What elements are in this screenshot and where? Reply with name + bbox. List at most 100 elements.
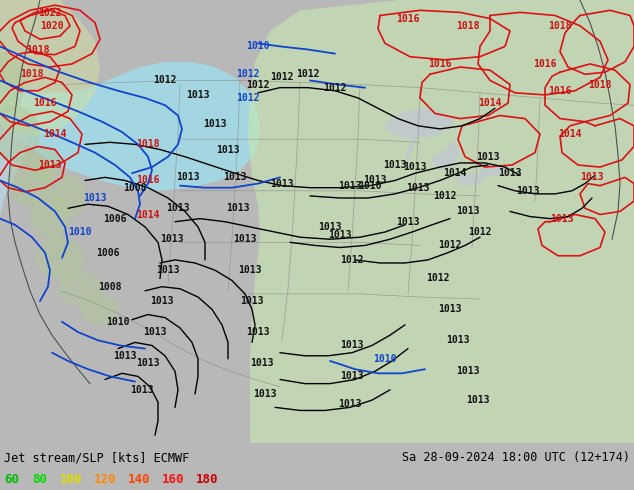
Text: 1013: 1013 — [403, 162, 427, 172]
Text: 1013: 1013 — [130, 385, 154, 395]
Text: 1013: 1013 — [363, 175, 387, 186]
Text: 1018: 1018 — [548, 21, 572, 31]
Text: 1013: 1013 — [550, 214, 574, 223]
Text: 1013: 1013 — [166, 203, 190, 213]
Text: 1012: 1012 — [236, 93, 260, 103]
Text: 1012: 1012 — [246, 79, 269, 90]
Text: 160: 160 — [162, 473, 184, 487]
Text: 1012: 1012 — [438, 241, 462, 250]
Text: 1022: 1022 — [38, 8, 61, 19]
Text: 1013: 1013 — [156, 265, 180, 275]
Text: 1013: 1013 — [253, 389, 277, 399]
Text: 1016: 1016 — [396, 14, 420, 24]
Text: 1010: 1010 — [68, 227, 92, 237]
Text: 1006: 1006 — [103, 214, 127, 223]
Text: 1016: 1016 — [548, 86, 572, 96]
Text: 1010: 1010 — [373, 354, 397, 364]
Text: 1012: 1012 — [153, 75, 177, 85]
Text: 1013: 1013 — [340, 371, 364, 381]
Text: 1016: 1016 — [136, 175, 160, 186]
Text: 1016: 1016 — [533, 59, 557, 69]
Text: 1018: 1018 — [588, 79, 612, 90]
Text: 1018: 1018 — [456, 21, 480, 31]
Text: 1013: 1013 — [223, 172, 247, 182]
Polygon shape — [0, 0, 260, 191]
Text: 1010: 1010 — [107, 317, 130, 327]
Text: 1006: 1006 — [96, 247, 120, 258]
Text: Jet stream/SLP [kts] ECMWF: Jet stream/SLP [kts] ECMWF — [4, 451, 190, 464]
Text: 1013: 1013 — [406, 183, 430, 193]
Text: 1013: 1013 — [226, 203, 250, 213]
Text: 1018: 1018 — [136, 139, 160, 149]
Text: 1013: 1013 — [498, 168, 522, 178]
Text: 1013: 1013 — [176, 172, 200, 182]
Text: 1016: 1016 — [33, 98, 57, 108]
Text: 1013: 1013 — [238, 265, 262, 275]
Text: 1012: 1012 — [270, 73, 294, 82]
Polygon shape — [480, 165, 505, 177]
Text: 1020: 1020 — [40, 21, 64, 31]
Text: 1013: 1013 — [446, 335, 470, 345]
Text: 1013: 1013 — [246, 327, 269, 337]
Text: 1013: 1013 — [339, 399, 362, 409]
Text: 1012: 1012 — [236, 69, 260, 79]
Text: 1012: 1012 — [296, 69, 320, 79]
Text: 1013: 1013 — [438, 304, 462, 315]
Ellipse shape — [0, 51, 25, 114]
Text: 1013: 1013 — [204, 119, 227, 129]
Polygon shape — [0, 0, 30, 443]
Text: 1013: 1013 — [396, 217, 420, 227]
Polygon shape — [248, 0, 634, 443]
Text: 1013: 1013 — [383, 160, 407, 170]
Text: 1013: 1013 — [318, 222, 342, 232]
Ellipse shape — [8, 155, 53, 206]
Text: 1013: 1013 — [143, 327, 167, 337]
Text: 1014: 1014 — [43, 129, 67, 139]
Text: 1013: 1013 — [339, 181, 362, 191]
Text: 60: 60 — [4, 473, 19, 487]
Text: 1012: 1012 — [340, 255, 364, 265]
Text: 1012: 1012 — [426, 273, 450, 283]
Text: 1013: 1013 — [38, 160, 61, 170]
Text: 1010: 1010 — [358, 181, 382, 191]
Text: 1013: 1013 — [340, 341, 364, 350]
Text: 1013: 1013 — [516, 186, 540, 196]
Polygon shape — [455, 173, 485, 186]
Text: 1013: 1013 — [233, 234, 257, 244]
Polygon shape — [430, 139, 460, 170]
Text: 1016: 1016 — [428, 59, 452, 69]
Ellipse shape — [30, 194, 70, 240]
Text: 180: 180 — [196, 473, 219, 487]
Text: 1010: 1010 — [246, 42, 269, 51]
Text: 1013: 1013 — [240, 296, 264, 306]
Text: 100: 100 — [60, 473, 82, 487]
Text: 1013: 1013 — [136, 358, 160, 368]
Text: 1013: 1013 — [580, 172, 604, 182]
Text: 1012: 1012 — [469, 227, 492, 237]
Text: Sa 28-09-2024 18:00 UTC (12+174): Sa 28-09-2024 18:00 UTC (12+174) — [402, 451, 630, 464]
Text: 1008: 1008 — [123, 183, 146, 193]
Polygon shape — [385, 108, 455, 139]
Polygon shape — [0, 0, 100, 136]
Text: 1013: 1013 — [466, 395, 489, 405]
Text: 1013: 1013 — [250, 358, 274, 368]
Ellipse shape — [53, 175, 87, 217]
Text: 1014: 1014 — [478, 98, 501, 108]
Text: 1013: 1013 — [150, 296, 174, 306]
Text: 1018: 1018 — [26, 45, 49, 54]
Text: 1013: 1013 — [160, 234, 184, 244]
Text: 1013: 1013 — [328, 230, 352, 240]
Text: 1018: 1018 — [20, 69, 44, 79]
Text: 1014: 1014 — [136, 210, 160, 220]
Ellipse shape — [35, 237, 85, 278]
Text: 1013: 1013 — [476, 152, 500, 162]
Text: 1012: 1012 — [323, 83, 347, 93]
Text: 120: 120 — [94, 473, 117, 487]
Text: 1014: 1014 — [559, 129, 582, 139]
Polygon shape — [405, 129, 418, 165]
Ellipse shape — [58, 270, 103, 307]
Text: 1013: 1013 — [113, 351, 137, 361]
Text: 1012: 1012 — [433, 191, 456, 201]
Text: 1013: 1013 — [270, 178, 294, 189]
Ellipse shape — [30, 147, 60, 183]
